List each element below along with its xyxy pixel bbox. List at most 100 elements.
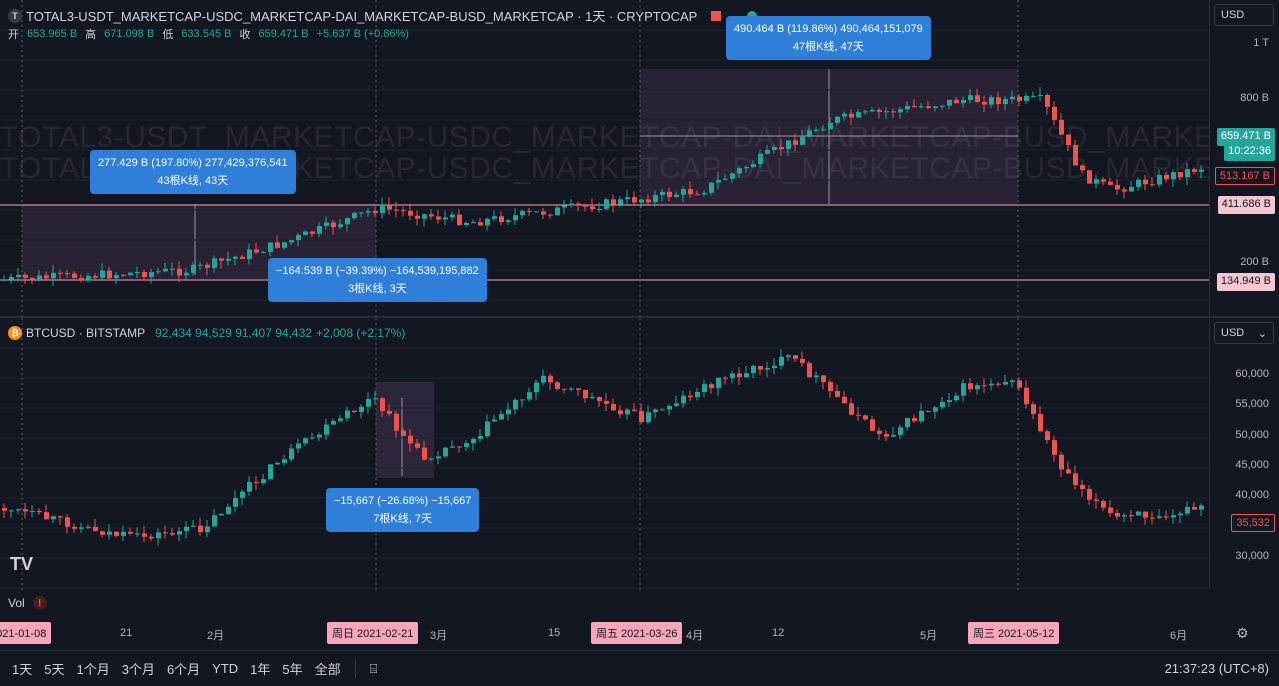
clock[interactable]: 21:37:23 (UTC+8) <box>1164 661 1269 676</box>
tick-50000: 50,000 <box>1235 429 1269 441</box>
btc-candle-body <box>156 532 161 539</box>
currency-select-bottom[interactable]: USD ⌄ <box>1214 322 1274 344</box>
total3-candle-body <box>1115 184 1120 190</box>
btc-candle-body <box>282 459 287 463</box>
total3-candle-body <box>296 235 301 241</box>
total3-candle-body <box>331 222 336 228</box>
total3-title[interactable]: TOTAL3-USDT_MARKETCAP-USDC_MARKETCAP-DAI… <box>26 9 698 24</box>
range-5d-button[interactable]: 5天 <box>44 662 65 677</box>
btcusd-chart-pane[interactable]: ₿ BTCUSD · BITSTAMP 92,434 94,529 91,407… <box>0 318 1209 590</box>
volume-label[interactable]: Vol <box>8 596 25 610</box>
total3-candle-body <box>800 136 805 145</box>
countdown-tag: 10:22:36 <box>1224 143 1275 161</box>
btcusd-title[interactable]: BTCUSD · BITSTAMP <box>26 326 146 340</box>
btc-candle-body <box>870 419 875 431</box>
currency-select-top[interactable]: USD <box>1214 4 1274 26</box>
last-price-tag: 659.471 B <box>1216 128 1275 146</box>
pane-divider[interactable] <box>0 316 1279 318</box>
range-all-button[interactable]: 全部 <box>314 662 341 677</box>
btc-candle-body <box>1108 507 1113 514</box>
total3-candle-body <box>149 272 154 278</box>
range-5y-button[interactable]: 5年 <box>282 662 303 677</box>
btc-candle-body <box>1024 387 1029 405</box>
measure-callout-3[interactable]: 490.464 B (119.86%) 490,464,151,079 47根K… <box>726 16 931 60</box>
btc-candle-body <box>226 506 231 514</box>
market-status-icon[interactable] <box>747 10 758 21</box>
btc-candle-body <box>1094 499 1099 502</box>
time-pill-1: 周三 2021-01-08 <box>0 622 52 644</box>
total3-candle-body <box>555 207 560 216</box>
time-axis[interactable]: 21 2月 3月 15 4月 12 5月 6月 周三 2021-01-08 周日… <box>0 620 1209 648</box>
btc-last-price-tag: 35,532 <box>1231 514 1275 532</box>
total3-candle-body <box>716 179 721 183</box>
total3-candle-body <box>156 271 161 273</box>
btc-callout-line-1: −15,667 (−26.68%) −15,667 <box>334 495 472 507</box>
btc-candle-body <box>37 510 42 513</box>
range-1d-button[interactable]: 1天 <box>12 662 33 677</box>
total3-candle-body <box>989 97 994 105</box>
total3-candle-body <box>520 210 525 216</box>
low-value: 633.545 B <box>181 28 232 40</box>
btc-candle-body <box>177 531 182 535</box>
high-value: 671.098 B <box>104 28 155 40</box>
btc-candle-body <box>877 430 882 434</box>
btc-candle-body <box>660 409 665 411</box>
total3-candle-body <box>352 212 357 219</box>
range-1y-button[interactable]: 1年 <box>250 662 271 677</box>
btcusd-candles <box>0 318 1209 590</box>
measure-callout-1[interactable]: 277.429 B (197.80%) 277,429,376,541 43根K… <box>90 150 296 194</box>
callout-2-line-2: 3根K线, 3天 <box>348 283 407 295</box>
callout-3-line-1: 490.464 B (119.86%) 490,464,151,079 <box>734 23 923 35</box>
measure-callout-2[interactable]: −164.539 B (−39.39%) −164,539,195,882 3根… <box>268 258 487 302</box>
btc-candle-body <box>100 531 105 535</box>
open-value: 653.965 B <box>27 28 78 40</box>
total3-candle-body <box>1164 174 1169 180</box>
btc-callout-line-2: 7根K线, 7天 <box>373 513 432 525</box>
total3-candle-body <box>576 203 581 206</box>
range-1m-button[interactable]: 1个月 <box>76 662 110 677</box>
btc-candle-body <box>1136 511 1141 516</box>
total3-candle-body <box>751 164 756 168</box>
total3-price-axis[interactable]: USD 1 T 800 B 200 B 659.471 B 10:22:36 5… <box>1209 0 1279 316</box>
btc-candle-body <box>310 437 315 439</box>
btc-candle-body <box>688 395 693 398</box>
btc-candle-body <box>30 510 35 512</box>
btc-candle-body <box>814 375 819 378</box>
total3-candle-body <box>415 215 420 219</box>
total3-candle-body <box>1192 169 1197 172</box>
btc-candle-body <box>835 391 840 397</box>
total3-candle-body <box>198 264 203 266</box>
btc-candle-body <box>394 413 399 431</box>
btc-candle-body <box>44 512 49 520</box>
date-range-icon[interactable]: ⌸ <box>369 660 378 676</box>
btc-candle-body <box>296 443 301 449</box>
total3-candle-body <box>1178 172 1183 178</box>
time-pill-2: 周日 2021-02-21 <box>327 622 419 644</box>
tradingview-logo[interactable]: TV <box>10 554 34 574</box>
total3-candle-body <box>688 189 693 195</box>
range-ytd-button[interactable]: YTD <box>212 661 239 676</box>
btc-candle-body <box>513 399 518 410</box>
total3-candle-body <box>1038 95 1043 97</box>
btc-candle-body <box>632 409 637 411</box>
btc-measure-callout[interactable]: −15,667 (−26.68%) −15,667 7根K线, 7天 <box>326 488 480 532</box>
btc-candle-body <box>989 383 994 386</box>
total3-candle-body <box>310 231 315 234</box>
total3-candle-body <box>23 274 28 278</box>
flag-icon[interactable] <box>711 10 722 21</box>
btc-candle-body <box>1199 505 1204 510</box>
total3-candle-body <box>163 268 168 272</box>
warning-icon[interactable]: ! <box>32 596 47 610</box>
settings-gear-icon[interactable]: ⚙ <box>1236 625 1249 641</box>
btc-candle-body <box>590 397 595 399</box>
btcusd-price-axis[interactable]: USD ⌄ 60,000 55,000 50,000 45,000 40,000 … <box>1209 318 1279 590</box>
total3-chart-pane[interactable]: TOTAL3-USDT_MARKETCAP-USDC_MARKETCAP-DAI… <box>0 0 1209 316</box>
total3-candle-body <box>954 99 959 104</box>
total3-candle-body <box>779 147 784 150</box>
total3-candle-body <box>450 214 455 218</box>
range-6m-button[interactable]: 6个月 <box>166 662 201 677</box>
total3-candle-body <box>359 212 364 214</box>
range-3m-button[interactable]: 3个月 <box>121 662 155 677</box>
total3-candle-body <box>681 189 686 195</box>
btc-candle-body <box>1178 513 1183 516</box>
